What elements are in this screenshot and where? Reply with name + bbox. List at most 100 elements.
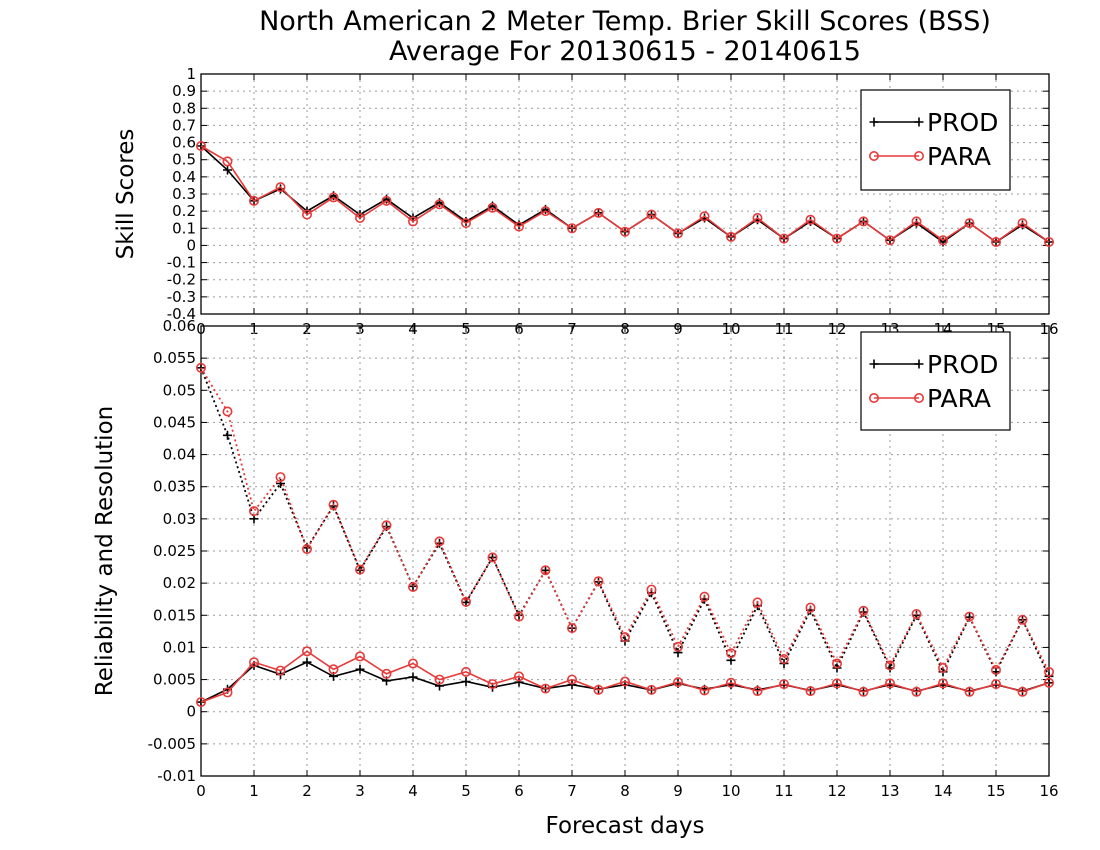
x-tick-label: 8 [620,782,630,800]
data-point-prod [567,680,577,690]
data-point-para [1044,237,1055,248]
data-point-para [354,564,365,575]
chart-title-line1: North American 2 Meter Temp. Brier Skill… [259,6,991,37]
x-tick-label: 11 [774,782,793,800]
y-tick-label: 0.03 [163,510,196,528]
data-point-para [937,662,948,673]
data-point-para [990,237,1001,248]
data-point-para [964,611,975,622]
data-point-para [778,653,789,664]
data-point-para [487,202,498,213]
data-point-para [328,192,339,203]
y-tick-label: 0.7 [172,116,196,134]
data-point-para [911,216,922,227]
data-point-para [593,207,604,218]
data-point-para [434,199,445,210]
y-tick-label: -0.4 [167,305,196,323]
data-point-para [964,686,975,697]
data-point-para [646,584,657,595]
data-point-para [884,678,895,689]
data-point-prod [514,677,524,687]
data-point-para [858,216,869,227]
data-point-para [328,499,339,510]
data-point-para [778,233,789,244]
data-point-prod [461,677,471,686]
x-tick-label: 10 [721,782,740,800]
data-point-para [646,684,657,695]
data-point-para [990,664,1001,675]
data-point-para [911,686,922,697]
panel-reliability-resolution: 0.060.0550.050.0450.040.0350.030.0250.02… [92,317,1059,800]
y-tick-label: 0.045 [153,413,196,431]
legend-box [860,331,1011,431]
data-point-para [513,221,524,232]
y-tick-label: 0.02 [163,574,196,592]
data-point-prod [302,657,312,667]
data-point-para [725,677,736,688]
y-tick-label: 0.1 [172,219,196,237]
data-point-para [831,658,842,669]
data-point-para [196,697,207,708]
y-tick-label: 0.035 [153,478,196,496]
data-point-para [725,648,736,659]
legend-swatch-marker [914,359,924,369]
data-point-para [460,666,471,677]
data-point-para [566,223,577,234]
data-point-para [407,216,418,227]
x-tick-label: 5 [461,782,471,800]
x-tick-label: 2 [302,782,312,800]
y-tick-label: 0.5 [172,151,196,169]
y-axis-label: Skill Scores [113,129,139,260]
series-line-para [200,650,1050,703]
data-point-para [937,678,948,689]
data-point-para [460,218,471,229]
data-point-para [1017,686,1028,697]
data-point-para [831,233,842,244]
data-point-para [222,687,233,698]
data-point-para [619,676,630,687]
data-point-prod [223,430,232,440]
series-line-para [200,145,1050,243]
y-tick-label: 0.2 [172,202,196,220]
data-point-para [964,218,975,229]
data-point-para [460,596,471,607]
data-point-para [222,156,233,167]
data-point-para [381,520,392,531]
data-point-para [646,209,657,220]
data-point-prod [541,565,550,575]
x-tick-label: 4 [408,782,418,800]
y-tick-label: 0.015 [153,606,196,624]
legend-box [860,89,1011,191]
data-point-para [407,581,418,592]
data-point-para [937,235,948,246]
y-tick-label: -0.1 [167,254,196,272]
data-point-para [699,211,710,222]
data-point-para [593,576,604,587]
data-point-para [805,602,816,613]
data-point-para [858,605,869,616]
y-tick-label: 0.025 [153,542,196,560]
data-point-para [884,235,895,246]
y-tick-label: 0.4 [172,168,196,186]
legend-swatch-marker [914,117,924,127]
data-point-para [699,591,710,602]
panel-skill-scores: 10.90.80.70.60.50.40.30.20.10-0.1-0.2-0.… [113,65,1059,338]
data-point-para [196,141,207,152]
data-point-para [275,472,286,483]
data-point-para [513,611,524,622]
data-point-para [911,608,922,619]
data-point-para [381,195,392,206]
data-point-para [301,544,312,555]
data-point-para [540,565,551,576]
data-point-para [249,506,260,517]
data-point-prod [196,363,206,373]
y-tick-label: -0.01 [157,767,196,785]
y-tick-label: -0.2 [167,271,196,289]
data-point-para [672,677,683,688]
data-point-para [805,214,816,225]
data-point-para [301,209,312,220]
y-tick-label: -0.3 [167,288,196,306]
y-tick-label: 0.8 [172,99,196,117]
data-point-para [1017,614,1028,625]
